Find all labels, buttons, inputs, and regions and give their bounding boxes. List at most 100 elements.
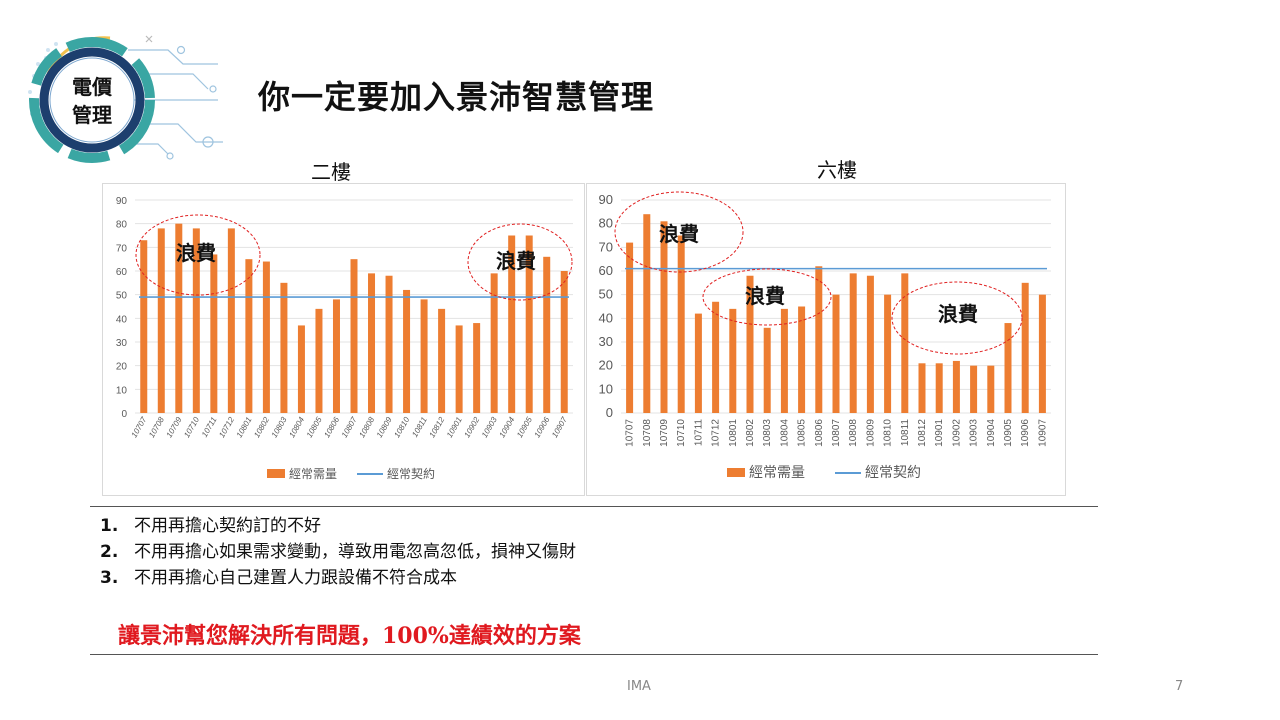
list-item: 1. 不用再擔心契約訂的不好 bbox=[100, 513, 576, 539]
x-tick-label: 10903 bbox=[969, 419, 980, 447]
y-tick-label: 0 bbox=[606, 405, 613, 420]
bar bbox=[157, 228, 165, 413]
bar bbox=[560, 271, 568, 413]
x-tick-label: 10806 bbox=[814, 419, 825, 447]
bar bbox=[626, 242, 634, 413]
y-tick-label: 40 bbox=[116, 314, 128, 325]
logo-badge: 電價 管理 bbox=[28, 35, 223, 163]
chart-left-caption: 二樓 bbox=[311, 160, 351, 184]
navy-ring bbox=[39, 47, 145, 153]
y-tick-label: 30 bbox=[116, 338, 128, 349]
bar bbox=[455, 325, 463, 413]
call-to-action: 讓景沛幫您解決所有問題，100%達績效的方案 bbox=[118, 623, 581, 649]
waste-annotation-label: 浪費 bbox=[176, 241, 216, 265]
list-number: 2. bbox=[100, 542, 119, 562]
bar bbox=[1021, 282, 1029, 413]
x-tick-label: 10810 bbox=[883, 419, 894, 447]
x-tick-label: 10809 bbox=[865, 419, 876, 447]
x-tick-label: 10712 bbox=[711, 419, 722, 447]
bar bbox=[368, 273, 376, 413]
x-tick-label: 10709 bbox=[165, 415, 184, 439]
chart-right: 0 10 20 30 40 50 60 70 80 90 10707 10708 10709 10710 1… bbox=[599, 191, 1051, 480]
bar bbox=[175, 223, 183, 413]
bar bbox=[473, 323, 481, 413]
x-tick-label: 10805 bbox=[797, 419, 808, 447]
legend-label-demand: 經常需量 bbox=[749, 464, 805, 480]
x-tick-label: 10710 bbox=[182, 415, 201, 439]
legend-label-contract: 經常契約 bbox=[865, 464, 921, 480]
bar bbox=[763, 327, 771, 413]
waste-annotation-ellipse bbox=[614, 191, 744, 273]
bar bbox=[403, 289, 411, 413]
x-tick-label: 10806 bbox=[322, 415, 341, 439]
bar bbox=[694, 313, 702, 413]
legend-swatch-demand bbox=[727, 468, 745, 477]
x-tick-label: 10906 bbox=[533, 415, 552, 439]
x-tick-label: 10708 bbox=[642, 419, 653, 447]
bar bbox=[952, 360, 960, 413]
list-text: 不用再擔心如果需求變動，導致用電忽高忽低，損神又傷財 bbox=[134, 542, 576, 562]
y-tick-label: 50 bbox=[116, 291, 128, 302]
x-tick-label: 10902 bbox=[462, 415, 481, 439]
x-tick-label: 10807 bbox=[340, 415, 359, 439]
bar bbox=[746, 275, 754, 413]
x-tick-label: 10804 bbox=[779, 419, 790, 447]
x-tick-label: 10707 bbox=[625, 419, 636, 447]
x-tick-label: 10810 bbox=[392, 415, 411, 439]
x-tick-label: 10906 bbox=[1020, 419, 1031, 447]
waste-annotation-label: 浪費 bbox=[659, 222, 699, 246]
x-tick-label: 10709 bbox=[659, 419, 670, 447]
bar bbox=[832, 294, 840, 413]
list-text: 不用再擔心契約訂的不好 bbox=[134, 516, 321, 536]
x-tick-label: 10809 bbox=[375, 415, 394, 439]
divider-bottom bbox=[90, 654, 1098, 655]
divider-top bbox=[90, 506, 1098, 507]
x-tick-label: 10902 bbox=[951, 419, 962, 447]
teal-ring bbox=[29, 37, 155, 163]
waste-annotation-ellipse bbox=[891, 281, 1023, 355]
waste-annotation-ellipse bbox=[135, 214, 261, 296]
bar bbox=[262, 261, 270, 413]
list-text: 不用再擔心自己建置人力跟設備不符合成本 bbox=[134, 568, 457, 588]
bar bbox=[901, 273, 909, 413]
benefit-list: 1. 不用再擔心契約訂的不好 2. 不用再擔心如果需求變動，導致用電忽高忽低，損神又… bbox=[100, 513, 576, 591]
x-tick-label: 10811 bbox=[900, 419, 911, 447]
waste-annotation-ellipse bbox=[467, 223, 573, 301]
y-tick-label: 80 bbox=[116, 220, 128, 231]
bar bbox=[780, 308, 788, 413]
x-tick-label: 10803 bbox=[762, 419, 773, 447]
x-tick-label: 10812 bbox=[427, 415, 446, 439]
bar bbox=[332, 299, 340, 413]
bar bbox=[935, 363, 943, 413]
x-tick-label: 10808 bbox=[357, 415, 376, 439]
bar bbox=[643, 214, 651, 413]
y-tick-label: 70 bbox=[599, 239, 613, 254]
y-tick-label: 90 bbox=[116, 196, 128, 207]
bar bbox=[987, 365, 995, 413]
waste-annotation-label: 浪費 bbox=[745, 284, 785, 308]
logo-line1: 電價 bbox=[72, 76, 113, 99]
bar bbox=[227, 228, 235, 413]
list-item: 2. 不用再擔心如果需求變動，導致用電忽高忽低，損神又傷財 bbox=[100, 539, 576, 565]
legend-label-demand: 經常需量 bbox=[289, 467, 337, 481]
x-tick-label: 10812 bbox=[917, 419, 928, 447]
y-tick-label: 10 bbox=[599, 381, 613, 396]
x-tick-label: 10903 bbox=[480, 415, 499, 439]
bar bbox=[280, 282, 288, 413]
page-title: 你一定要加入景沛智慧管理 bbox=[258, 78, 655, 116]
bar bbox=[815, 266, 823, 413]
y-tick-label: 70 bbox=[116, 243, 128, 254]
x-tick-label: 10712 bbox=[217, 415, 236, 439]
bar bbox=[490, 273, 498, 413]
bar bbox=[884, 294, 892, 413]
legend-label-contract: 經常契約 bbox=[387, 466, 435, 481]
bar bbox=[420, 299, 428, 413]
page-number: 7 bbox=[1175, 679, 1184, 694]
footer-label: IMA bbox=[627, 679, 651, 694]
chart-left-frame: 0 10 20 30 40 50 60 70 80 90 10707 10708 10709 10710 1… bbox=[102, 183, 585, 496]
waste-annotation-label: 浪費 bbox=[496, 249, 536, 273]
x-tick-label: 10802 bbox=[252, 415, 271, 439]
bar bbox=[508, 235, 516, 413]
y-tick-label: 50 bbox=[599, 287, 613, 302]
bar bbox=[210, 254, 218, 413]
